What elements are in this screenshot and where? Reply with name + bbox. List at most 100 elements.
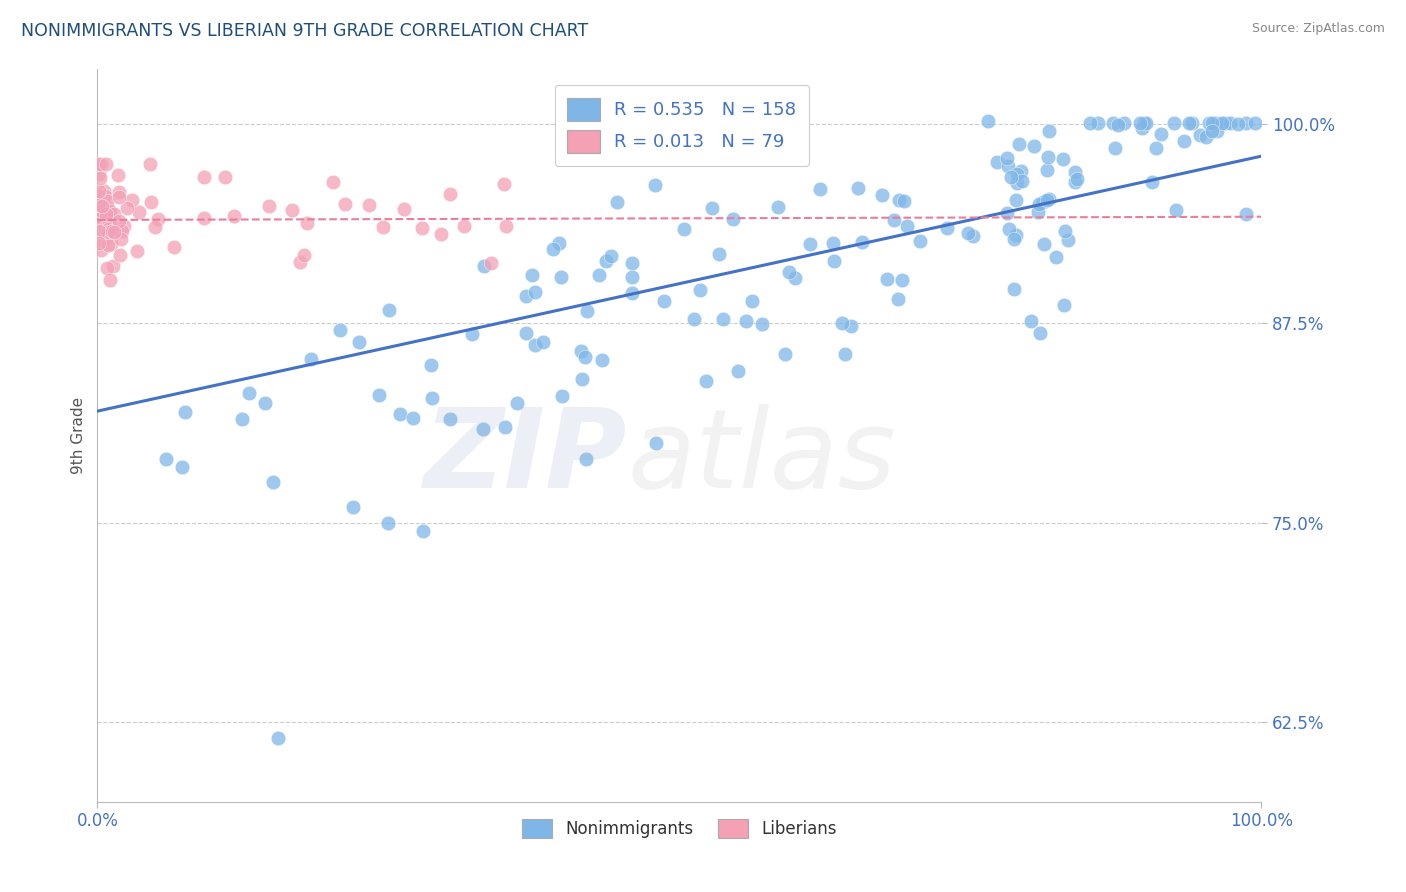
Point (224, 209, 246, 223)
Point (1053, 298, 1076, 312)
Point (110, 248, 132, 262)
Point (368, 388, 391, 402)
Point (231, 412, 253, 426)
Point (574, 350, 596, 364)
Point (588, 268, 610, 282)
Point (620, 256, 643, 270)
Point (97, 225, 120, 239)
Point (87, 198, 110, 212)
Point (97, 217, 120, 231)
Point (103, 207, 125, 221)
Point (1052, 152, 1074, 166)
Point (851, 235, 873, 250)
Point (100, 236, 122, 251)
Point (461, 327, 484, 342)
Point (214, 170, 236, 185)
Point (97, 238, 120, 252)
Point (495, 219, 517, 234)
Point (695, 374, 717, 388)
Point (778, 265, 800, 279)
Point (111, 224, 134, 238)
Point (621, 286, 644, 301)
Point (117, 201, 139, 215)
Point (420, 358, 443, 372)
Point (295, 215, 318, 229)
Point (1219, 116, 1241, 130)
Point (883, 213, 905, 227)
Point (97, 222, 120, 236)
Point (267, 731, 290, 745)
Point (1005, 176, 1028, 190)
Point (90, 199, 112, 213)
Point (1227, 117, 1250, 131)
Text: NONIMMIGRANTS VS LIBERIAN 9TH GRADE CORRELATION CHART: NONIMMIGRANTS VS LIBERIAN 9TH GRADE CORR… (21, 22, 588, 40)
Point (420, 391, 443, 405)
Point (430, 227, 453, 241)
Point (262, 475, 284, 489)
Point (571, 372, 593, 386)
Point (839, 319, 862, 334)
Point (1005, 167, 1028, 181)
Point (1004, 193, 1026, 207)
Point (823, 253, 845, 268)
Point (1002, 232, 1025, 246)
Point (1201, 116, 1223, 130)
Point (94, 212, 117, 227)
Point (799, 237, 821, 252)
Point (1150, 127, 1173, 141)
Point (100, 204, 122, 219)
Point (772, 138, 794, 153)
Point (1178, 116, 1201, 130)
Point (163, 240, 186, 254)
Point (96, 261, 118, 276)
Point (891, 273, 914, 287)
Point (91, 203, 114, 218)
Point (138, 157, 160, 171)
Point (1026, 205, 1049, 219)
Point (193, 169, 215, 184)
Point (1032, 194, 1054, 209)
Point (1130, 120, 1153, 135)
Point (908, 234, 931, 248)
Point (831, 316, 853, 330)
Point (775, 347, 797, 361)
Point (257, 199, 280, 213)
Point (1112, 116, 1135, 130)
Point (108, 214, 131, 228)
Point (1236, 116, 1258, 130)
Point (1213, 116, 1236, 130)
Point (575, 304, 598, 318)
Point (1146, 141, 1168, 155)
Point (876, 272, 898, 286)
Text: atlas: atlas (627, 403, 896, 510)
Point (87, 211, 110, 225)
Point (1087, 116, 1109, 130)
Point (575, 452, 598, 467)
Point (1107, 118, 1129, 132)
Point (768, 200, 790, 214)
Point (997, 160, 1019, 174)
Point (1188, 128, 1211, 142)
Point (439, 412, 461, 426)
Point (342, 500, 364, 514)
Point (1038, 193, 1060, 207)
Point (107, 168, 129, 182)
Point (846, 181, 869, 195)
Point (494, 420, 516, 434)
Point (1066, 172, 1088, 186)
Point (1022, 138, 1045, 153)
Point (689, 283, 711, 297)
Point (1198, 116, 1220, 130)
Point (90, 243, 112, 257)
Point (1045, 250, 1067, 264)
Point (146, 212, 169, 227)
Point (87, 157, 110, 171)
Point (112, 219, 135, 234)
Point (523, 338, 546, 352)
Point (87, 184, 110, 198)
Point (87, 189, 110, 203)
Point (96, 200, 118, 214)
Point (672, 222, 695, 236)
Point (889, 193, 911, 207)
Text: ZIP: ZIP (423, 403, 627, 510)
